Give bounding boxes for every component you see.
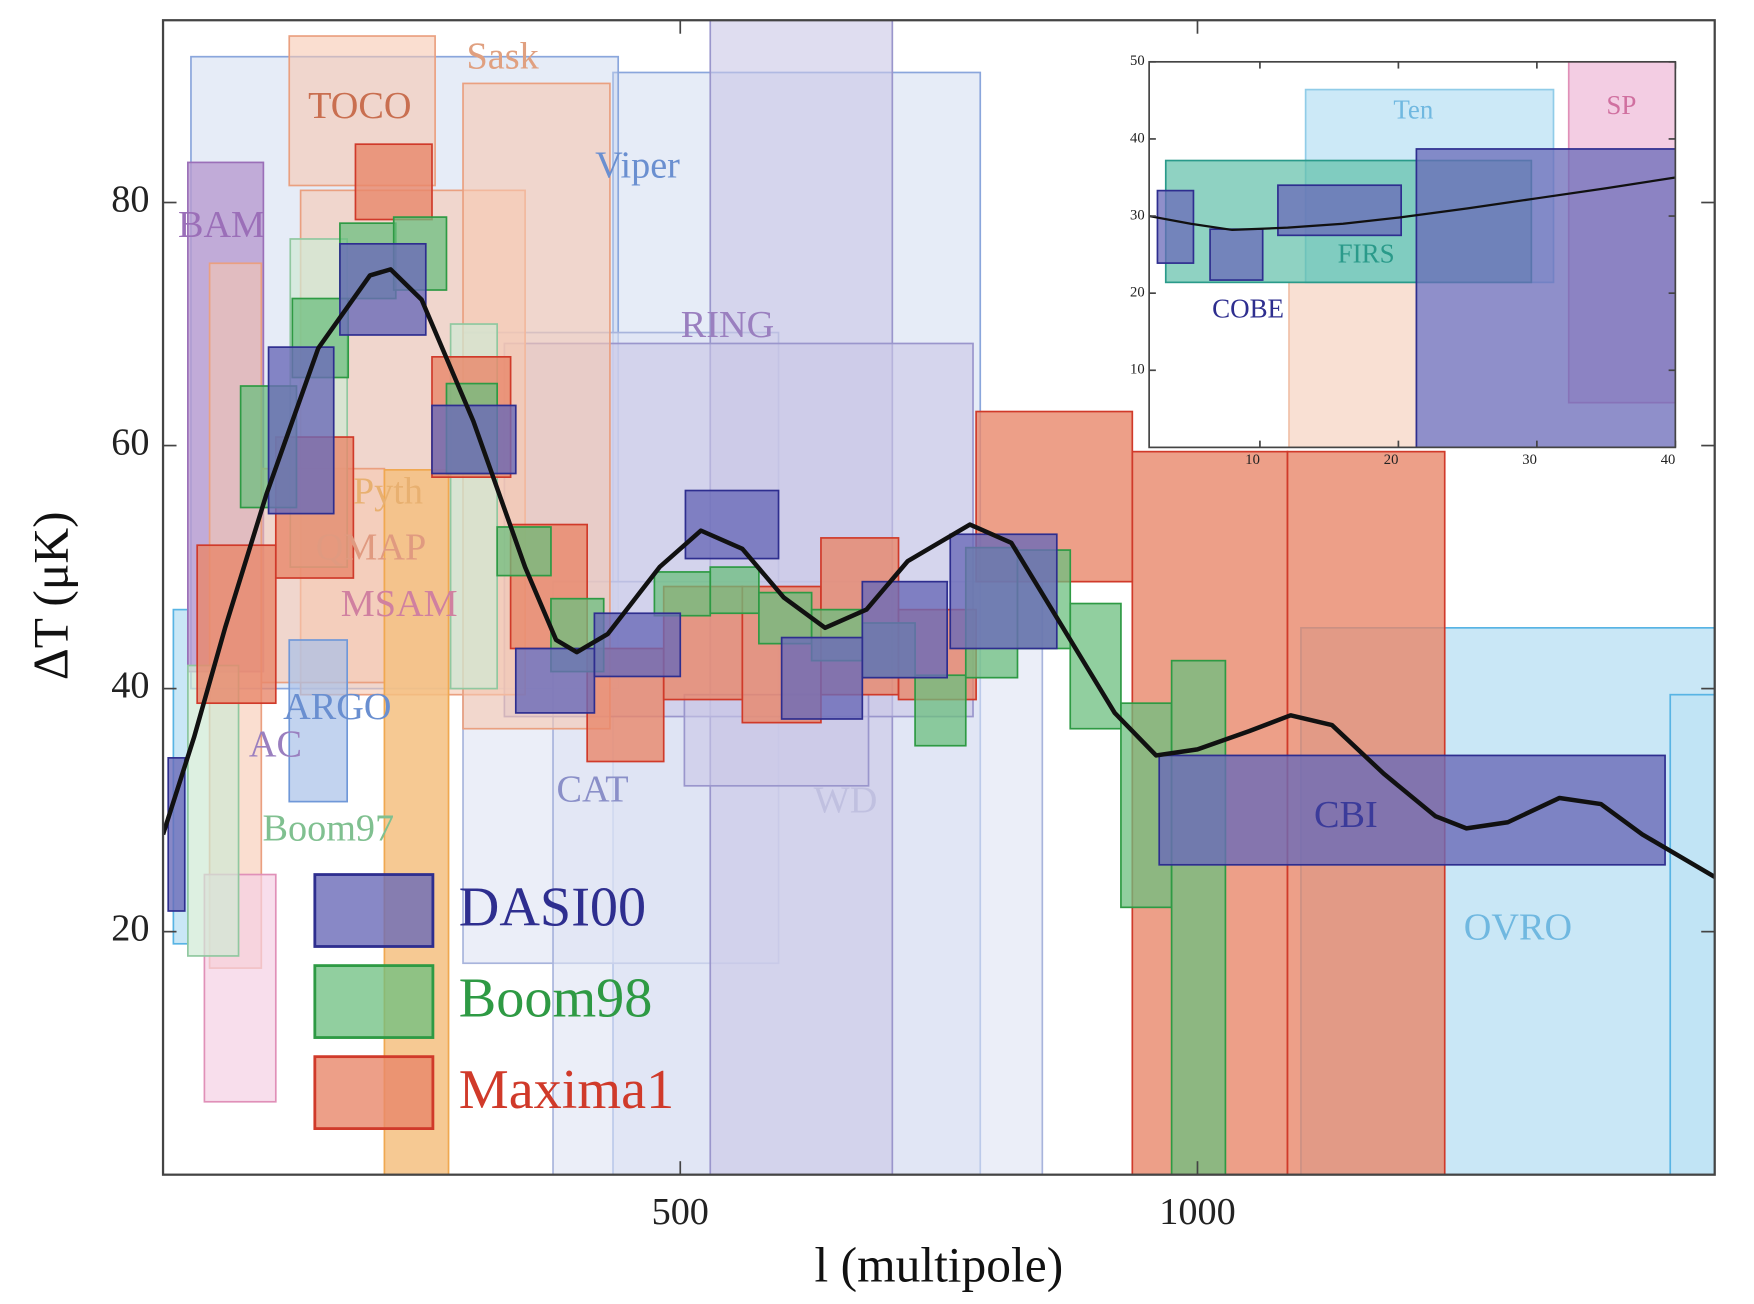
annotation: FIRS <box>1338 238 1395 268</box>
legend-swatch <box>313 873 435 948</box>
annotation: Ten <box>1393 95 1434 125</box>
data-box <box>949 533 1058 650</box>
inset-chart: COBE FIRS Ten SP 10 20 30 40 10 20 30 40 50 <box>1130 53 1677 468</box>
data-box <box>709 566 760 615</box>
y-axis-label: ΔT (μK) <box>24 511 79 680</box>
data-box <box>653 571 712 617</box>
data-box <box>1158 754 1666 866</box>
data-box <box>780 636 864 720</box>
annotation: Boom97 <box>262 808 394 850</box>
data-box <box>1669 693 1715 1175</box>
annotation: RING <box>681 304 774 346</box>
annotation: MSAM <box>341 583 458 625</box>
x-tick-label: 30 <box>1522 452 1537 468</box>
data-box <box>514 647 596 714</box>
data-box <box>914 674 967 747</box>
data-box <box>187 664 240 957</box>
annotation: Sask <box>467 35 540 77</box>
y-tick-label: 30 <box>1130 207 1145 223</box>
plot-content <box>1149 61 1676 448</box>
legend-swatch <box>313 964 435 1039</box>
theory-curve <box>1149 176 1676 232</box>
annotation: ARGO <box>283 686 391 728</box>
data-box <box>1415 148 1676 448</box>
data-box <box>684 489 780 560</box>
x-tick-label: 20 <box>1384 452 1399 468</box>
y-tick-label: 20 <box>111 907 149 949</box>
data-box <box>288 639 349 803</box>
axes-frame <box>1148 60 1677 449</box>
axes-frame <box>161 19 1716 1176</box>
data-box <box>267 346 335 515</box>
annotation: COBE <box>1212 294 1284 324</box>
legend-label: Boom98 <box>459 968 653 1030</box>
x-tick-label: 500 <box>652 1191 709 1233</box>
data-box <box>167 757 186 912</box>
y-tick-label: 60 <box>111 421 149 463</box>
annotation: CAT <box>556 768 628 810</box>
annotation: Viper <box>595 144 680 186</box>
x-axis-label: l (multipole) <box>815 1238 1064 1293</box>
legend-label: Maxima1 <box>459 1059 674 1121</box>
annotation: Pyth <box>353 470 423 512</box>
y-tick-label: 40 <box>1130 130 1145 146</box>
plot-content <box>163 20 1715 1175</box>
data-box <box>593 612 682 678</box>
annotation: SP <box>1606 90 1636 120</box>
data-box <box>1170 659 1227 1175</box>
y-tick-label: 80 <box>111 178 149 220</box>
annotation: QMAP <box>316 527 426 569</box>
annotation: OVRO <box>1464 907 1572 949</box>
theory-curve <box>163 267 1715 879</box>
annotation: CBI <box>1314 794 1378 836</box>
data-box <box>1209 228 1264 281</box>
legend-label: DASI00 <box>459 877 646 939</box>
annotation: WD <box>814 780 878 822</box>
y-tick-label: 20 <box>1130 285 1145 301</box>
annotation: AC <box>249 723 302 765</box>
annotation: TOCO <box>308 85 411 127</box>
data-box <box>1156 189 1195 264</box>
y-tick-label: 50 <box>1130 53 1145 69</box>
annotation: BAM <box>178 204 265 246</box>
x-tick-label: 10 <box>1245 452 1260 468</box>
x-tick-label: 40 <box>1661 452 1676 468</box>
legend-swatch <box>313 1055 435 1131</box>
data-box <box>1288 281 1418 448</box>
y-tick-label: 40 <box>111 664 149 706</box>
x-tick-label: 1000 <box>1159 1191 1235 1233</box>
data-box <box>431 404 517 475</box>
data-box <box>354 143 433 221</box>
y-tick-label: 10 <box>1130 362 1145 378</box>
